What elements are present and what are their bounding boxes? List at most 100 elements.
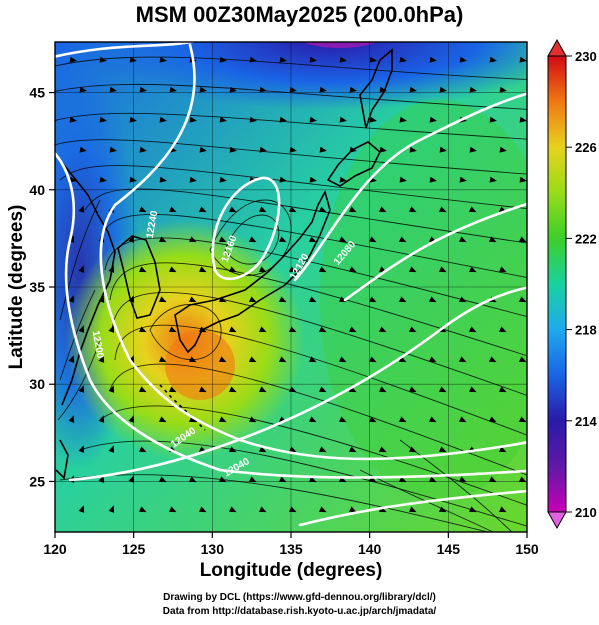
flow-arrow	[138, 386, 147, 393]
flow-arrow	[69, 56, 77, 63]
flow-arrow	[248, 356, 257, 363]
flow-arrow	[489, 176, 497, 183]
flow-arrow	[499, 146, 507, 153]
flow-arrow	[408, 386, 417, 393]
flow-arrow	[159, 116, 167, 123]
flow-arrow	[378, 386, 387, 393]
flow-arrow	[228, 266, 237, 273]
height-contour	[298, 489, 527, 527]
flow-arrow	[68, 295, 75, 303]
flow-arrow	[219, 56, 227, 63]
flow-arrow	[108, 505, 115, 513]
flow-arrow	[259, 86, 267, 93]
flow-arrow	[428, 476, 437, 483]
flow-arrow	[218, 416, 227, 423]
flow-arrow	[489, 56, 497, 63]
flow-arrow	[408, 446, 417, 453]
colorbar-max-arrow	[547, 38, 567, 57]
flow-arrow	[218, 236, 227, 243]
streamline	[55, 83, 527, 110]
flow-arrow	[399, 56, 407, 63]
flow-arrow	[378, 326, 387, 333]
flow-arrow	[339, 56, 347, 63]
flow-arrow	[529, 386, 537, 392]
flow-arrow	[78, 205, 85, 213]
flow-arrow	[198, 266, 207, 273]
flow-arrow	[408, 326, 417, 333]
flow-arrow	[199, 86, 207, 93]
flow-arrow	[129, 56, 137, 63]
flow-arrow	[468, 206, 477, 213]
colorbar-tick-label: 222	[575, 231, 597, 246]
flow-arrow	[258, 386, 267, 393]
flow-arrow	[289, 86, 297, 93]
flow-arrow	[399, 176, 407, 183]
flow-arrow	[278, 296, 287, 303]
y-tick-label: 30	[29, 376, 45, 392]
flow-arrow	[518, 476, 527, 483]
flow-arrow	[288, 326, 297, 333]
flow-arrow	[339, 116, 347, 123]
height-contour	[293, 92, 527, 282]
flow-arrow	[99, 56, 107, 63]
flow-arrow	[438, 506, 447, 513]
flow-arrow	[78, 265, 85, 273]
flow-arrow	[78, 445, 85, 453]
y-tick-label: 45	[29, 85, 45, 101]
flow-arrow	[369, 56, 377, 63]
x-tick-label: 125	[122, 541, 146, 557]
flow-arrow	[258, 326, 267, 333]
flow-arrow	[468, 326, 477, 333]
flow-arrow	[138, 506, 147, 513]
flow-arrow	[168, 266, 177, 273]
flow-arrow	[168, 386, 177, 393]
coast-kyushu-honshu	[174, 189, 331, 354]
flow-arrow	[78, 385, 85, 393]
flow-arrow	[529, 266, 537, 272]
x-tick-label: 120	[43, 541, 67, 557]
flow-arrow	[318, 206, 327, 213]
flow-arrow	[169, 86, 177, 93]
flow-arrow	[108, 325, 115, 333]
flow-arrow	[458, 476, 467, 483]
colorbar-min-arrow	[547, 511, 567, 530]
flow-arrow	[458, 296, 467, 303]
flow-arrow	[279, 56, 287, 63]
flow-arrow	[408, 206, 417, 213]
flow-arrow	[348, 326, 357, 333]
footer-credit-data: Data from http://database.rish.kyoto-u.a…	[162, 606, 437, 617]
flow-arrow	[279, 116, 287, 123]
x-tick-label: 150	[515, 541, 539, 557]
flow-arrow	[168, 326, 177, 333]
flow-arrow	[168, 206, 177, 213]
coast-ryukyu	[159, 384, 206, 431]
flow-arrow	[219, 176, 227, 183]
flow-arrow	[369, 116, 377, 123]
flow-arrow	[519, 176, 527, 183]
flow-arrow	[159, 56, 167, 63]
flow-arrow	[198, 206, 207, 213]
flow-arrow	[488, 416, 497, 423]
streamline	[109, 262, 527, 357]
flow-arrow	[429, 176, 437, 183]
streamline	[59, 199, 101, 321]
flow-arrow	[438, 386, 447, 393]
flow-arrow	[398, 236, 407, 243]
flow-arrow	[459, 176, 467, 183]
y-tick-label: 25	[29, 473, 45, 489]
flow-arrow	[128, 235, 135, 243]
flow-arrow	[529, 506, 537, 512]
flow-arrow	[278, 356, 287, 363]
flow-arrow	[218, 356, 227, 363]
flow-arrow	[288, 506, 297, 513]
flow-arrow	[318, 326, 327, 333]
flow-arrow	[368, 356, 377, 363]
flow-arrow	[138, 446, 147, 453]
flow-arrow	[228, 446, 237, 453]
flow-arrow	[319, 146, 327, 153]
flow-arrow	[248, 296, 257, 303]
flow-arrow	[309, 116, 317, 123]
flow-arrow	[468, 386, 477, 393]
streamline	[149, 304, 222, 361]
coast-sakhalin	[359, 48, 393, 129]
